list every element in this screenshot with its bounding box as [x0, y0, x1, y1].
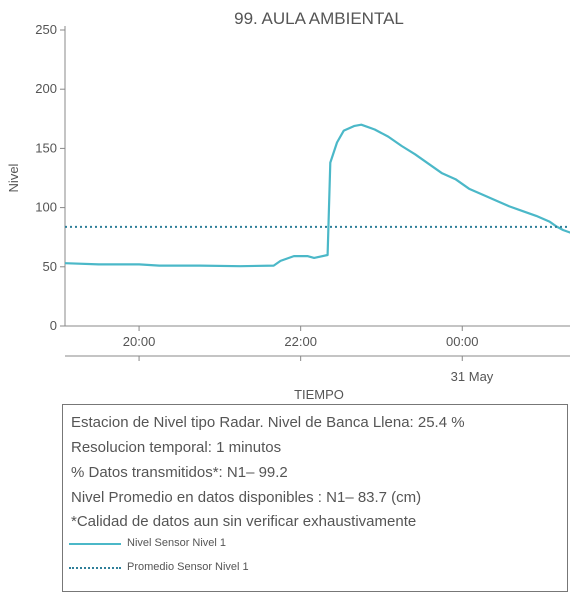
series-nivel-line — [64, 123, 570, 268]
chart: 99. AULA AMBIENTAL Nivel 0 50 100 150 200 250… — [6, 9, 570, 400]
info-line-banca: Estacion de Nivel tipo Radar. Nivel de B… — [71, 414, 465, 431]
legend-swatch-dotted — [69, 567, 121, 569]
x-tick-label: 20:00 — [123, 334, 156, 349]
y-tick-label: 100 — [35, 200, 57, 215]
x-axis-label: TIEMPO — [294, 387, 344, 400]
date-label: 31 May — [451, 369, 494, 384]
plot-area — [64, 123, 570, 268]
legend-label-nivel: Nivel Sensor Nivel 1 — [127, 537, 227, 549]
y-axis-label: Nivel — [6, 163, 21, 192]
y-tick-label: 150 — [35, 140, 57, 155]
y-axis: 0 50 100 150 200 250 — [35, 22, 66, 333]
x-tick-label: 00:00 — [446, 334, 479, 349]
info-line-calidad: *Calidad de datos aun sin verificar exha… — [71, 513, 417, 530]
info-line-transmitidos: % Datos transmitidos*: N1– 99.2 — [71, 464, 288, 481]
y-tick-label: 250 — [35, 22, 57, 37]
legend-swatch-solid — [69, 543, 121, 545]
info-line-resolucion: Resolucion temporal: 1 minutos — [71, 439, 282, 456]
x-axis: 20:00 22:00 00:00 — [65, 325, 570, 361]
info-line-promedio: Nivel Promedio en datos disponibles : N1… — [71, 489, 422, 506]
chart-title: 99. AULA AMBIENTAL — [234, 9, 404, 28]
legend-label-promedio: Promedio Sensor Nivel 1 — [127, 561, 249, 573]
y-tick-label: 200 — [35, 81, 57, 96]
x-tick-label: 22:00 — [284, 334, 317, 349]
y-tick-label: 50 — [43, 259, 57, 274]
info-box: Estacion de Nivel tipo Radar. Nivel de B… — [62, 404, 568, 592]
y-tick-label: 0 — [50, 318, 57, 333]
